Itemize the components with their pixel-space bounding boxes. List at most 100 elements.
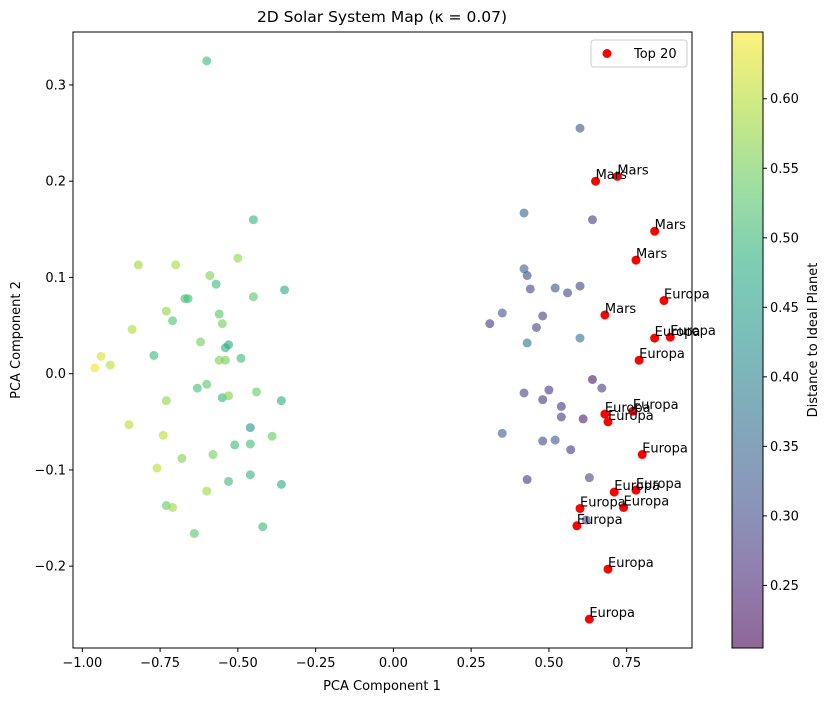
data-point	[258, 522, 268, 532]
colorbar-tick-label: 0.35	[770, 440, 799, 455]
data-point	[214, 355, 224, 365]
data-point	[538, 436, 548, 446]
colorbar-tick-label: 0.25	[770, 579, 799, 594]
data-point	[127, 324, 137, 334]
annotation-label: Europa	[608, 556, 654, 571]
data-point	[587, 374, 597, 384]
data-point	[280, 285, 290, 295]
data-point	[556, 401, 566, 411]
colorbar	[731, 31, 764, 649]
y-axis-label: PCA Component 2	[9, 281, 24, 399]
data-point	[522, 338, 532, 348]
top20-point	[631, 485, 641, 495]
data-point	[575, 281, 585, 291]
data-point	[538, 311, 548, 321]
top20-point	[603, 417, 613, 427]
data-point	[205, 271, 215, 281]
data-point	[220, 343, 230, 353]
data-point	[578, 414, 588, 424]
data-point	[525, 284, 535, 294]
data-point	[202, 56, 212, 66]
data-point	[230, 440, 240, 450]
annotation-label: Europa	[608, 409, 654, 424]
annotations-layer: MarsMarsMarsMarsMarsEuropaEuropaEuropaEu…	[577, 163, 716, 621]
data-point	[217, 319, 227, 329]
colorbar-tick-label: 0.60	[770, 92, 799, 107]
top20-point	[631, 255, 641, 265]
top20-point	[650, 226, 660, 236]
data-point	[522, 271, 532, 281]
top20-point	[575, 503, 585, 513]
top20-point	[637, 450, 647, 460]
y-tick-label: 0.0	[45, 367, 66, 382]
annotation-label: Europa	[624, 494, 670, 509]
data-point	[276, 479, 286, 489]
annotation-label: Mars	[605, 302, 637, 317]
data-point	[276, 396, 286, 406]
data-point	[538, 395, 548, 405]
annotation-label: Europa	[639, 347, 685, 362]
data-point	[236, 353, 246, 363]
annotation-label: Europa	[589, 606, 635, 621]
top20-point	[600, 409, 610, 419]
top20-point	[628, 406, 638, 416]
data-point	[214, 309, 224, 319]
annotation-label: Europa	[633, 398, 679, 413]
data-point	[177, 453, 187, 463]
data-point	[556, 412, 566, 422]
annotation-label: Europa	[670, 324, 716, 339]
data-point	[597, 383, 607, 393]
data-point	[550, 435, 560, 445]
top20-point	[612, 171, 622, 181]
data-point	[497, 428, 507, 438]
data-point	[519, 208, 529, 218]
data-point	[522, 475, 532, 485]
data-point	[211, 279, 221, 289]
colorbar-tick-label: 0.50	[770, 231, 799, 246]
top20-point	[659, 296, 669, 306]
data-point	[196, 337, 206, 347]
x-tick-label: 0.50	[534, 656, 563, 671]
annotation-label: Europa	[614, 479, 660, 494]
data-point	[544, 385, 554, 395]
legend-box	[590, 39, 688, 68]
data-point	[485, 319, 495, 329]
top20-point	[600, 310, 610, 320]
top20-point	[584, 614, 594, 624]
x-tick-label: 0.75	[612, 656, 641, 671]
data-point	[96, 351, 106, 361]
data-point	[224, 391, 234, 401]
data-point	[252, 387, 262, 397]
top20-point	[665, 332, 675, 342]
base-points-layer	[90, 56, 607, 538]
legend-marker	[602, 49, 612, 58]
data-point	[581, 515, 591, 525]
plot-frame	[72, 31, 693, 649]
colorbar-tick-label: 0.30	[770, 509, 799, 524]
data-point	[208, 450, 218, 460]
y-tick-label: 0.1	[45, 271, 66, 286]
data-point	[267, 431, 277, 441]
data-point	[192, 383, 202, 393]
data-point	[161, 396, 171, 406]
data-point	[220, 355, 230, 365]
data-point	[133, 260, 143, 270]
annotation-label: Mars	[596, 168, 628, 183]
y-tick-label: −0.2	[34, 560, 66, 575]
annotation-label: Europa	[664, 288, 710, 303]
top-points-layer	[572, 171, 675, 624]
plot-area	[73, 32, 692, 648]
top20-point	[619, 502, 629, 512]
x-tick-label: 0.25	[457, 656, 486, 671]
top20-point	[650, 333, 660, 343]
annotation-label: Europa	[580, 495, 626, 510]
colorbar-tick-label: 0.45	[770, 301, 799, 316]
annotation-label: Europa	[605, 401, 651, 416]
data-point	[90, 363, 100, 373]
top20-point	[591, 176, 601, 186]
y-tick-label: 0.3	[45, 78, 66, 93]
annotation-label: Europa	[577, 513, 623, 528]
data-point	[245, 439, 255, 449]
annotation-label: Europa	[655, 325, 701, 340]
